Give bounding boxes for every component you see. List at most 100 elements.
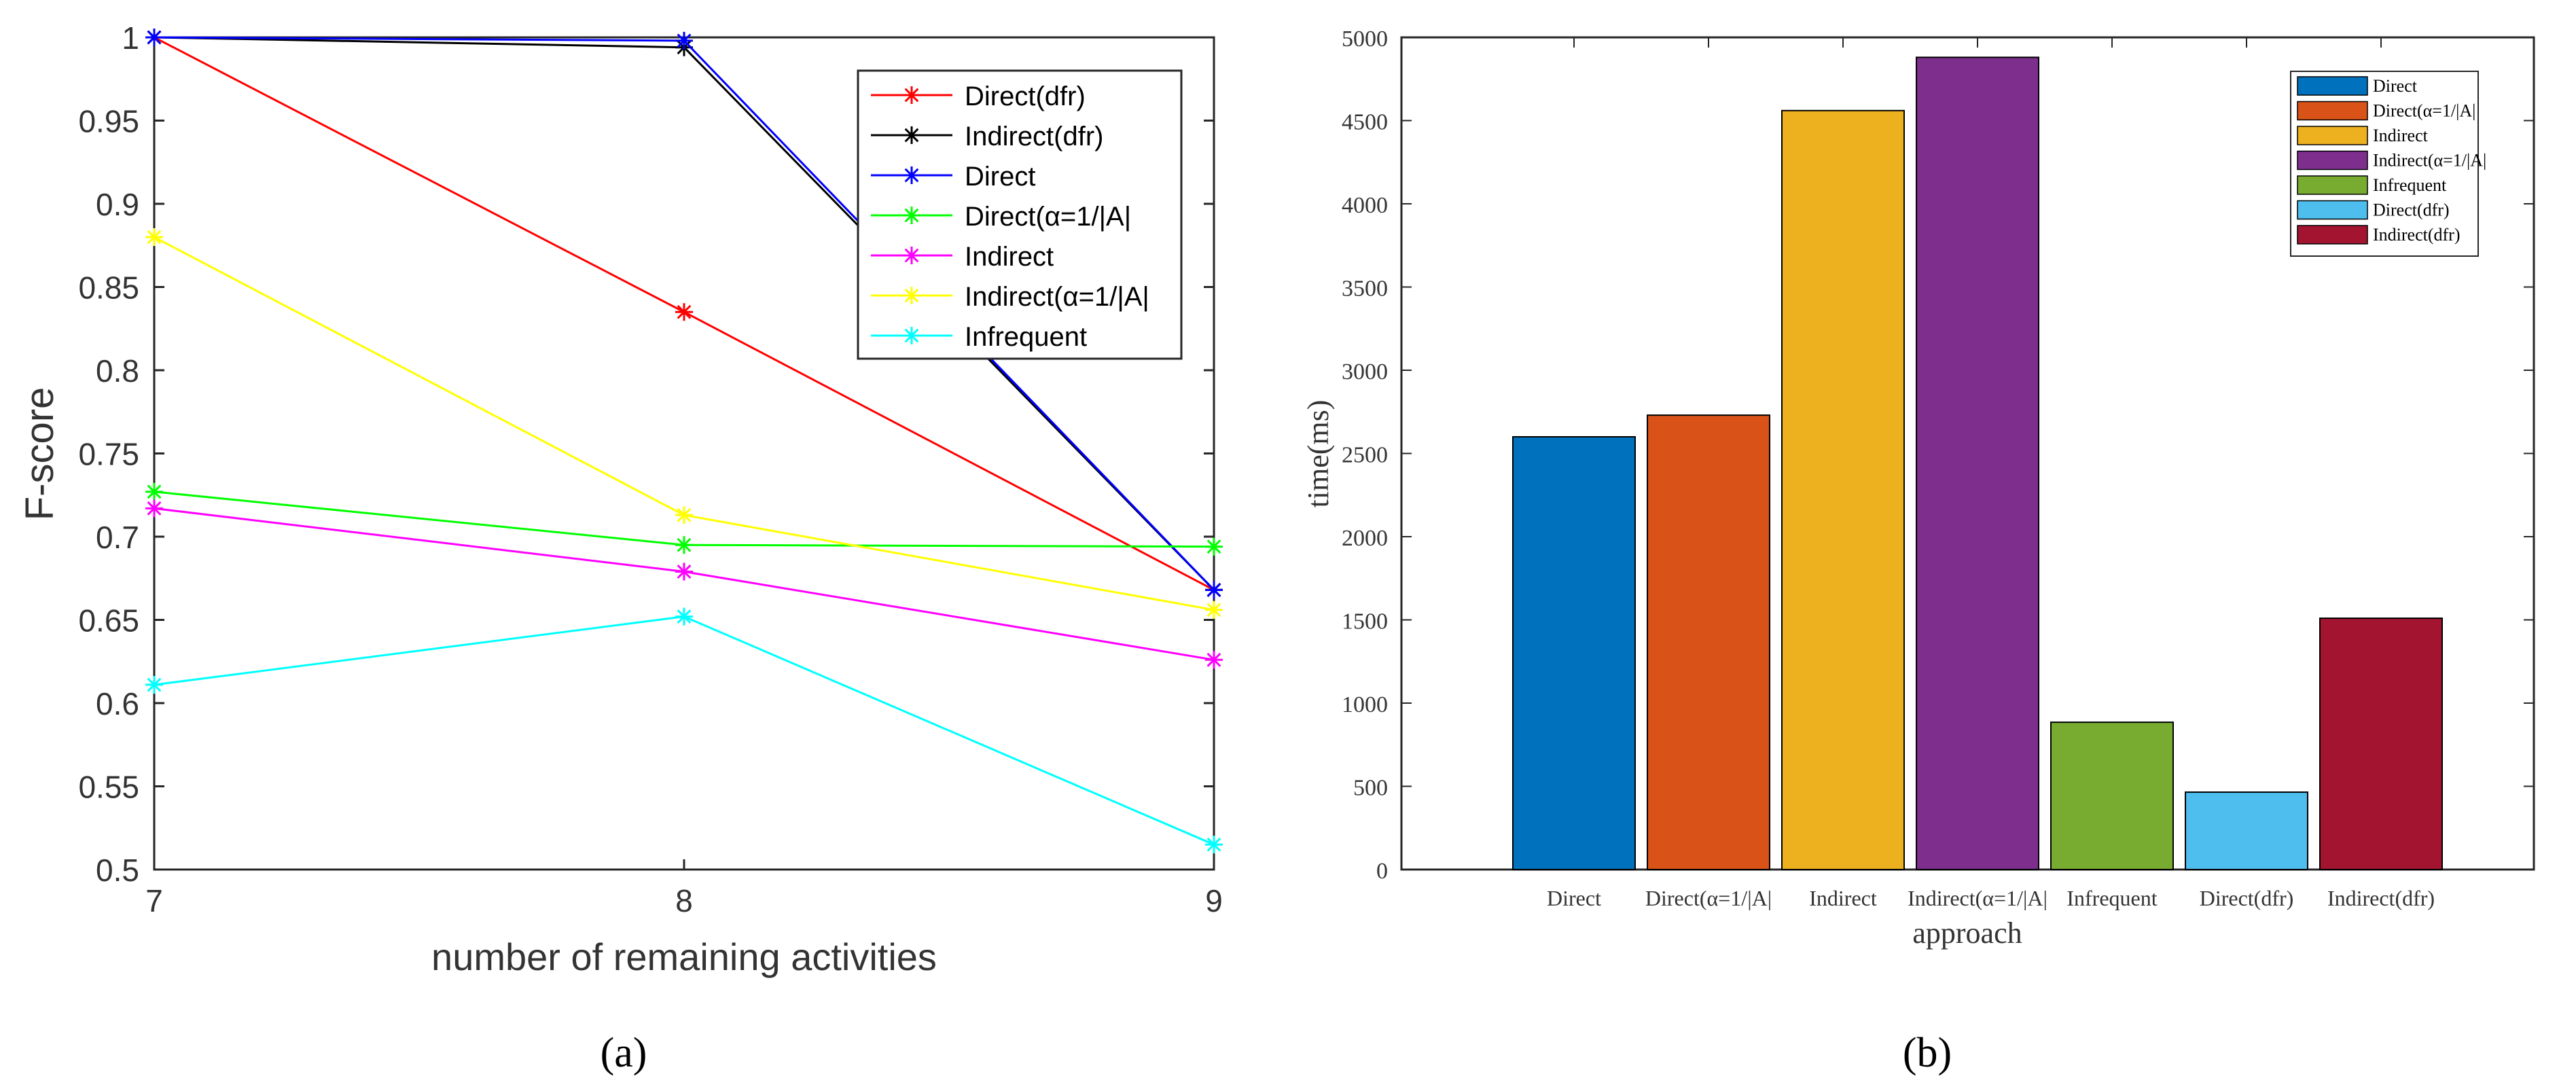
legend-marker (903, 86, 920, 104)
data-point (1205, 651, 1223, 669)
series-Direct(α=1/|A| (145, 482, 1223, 556)
legend-label: Direct (2373, 76, 2418, 96)
panel-b-bars (1512, 56, 2443, 871)
legend-entry: Direct(α=1/|A| (871, 202, 1131, 232)
x-tick-label: 7 (145, 883, 163, 918)
x-tick-label: Direct (1547, 886, 1601, 910)
y-tick-label: 1000 (1342, 692, 1388, 717)
x-tick-label: Indirect(dfr) (2327, 886, 2435, 910)
bar-Indirect (1781, 109, 1905, 870)
panel-a-y-tick-labels: 0.5 0.55 0.6 0.65 0.7 0.75 0.8 0.85 0.9 0.95 1 (78, 20, 139, 888)
data-point (145, 29, 163, 46)
panel-b-bar-chart: 0 500 1000 1500 2000 2500 3000 3500 4000 4500 5000… (1302, 26, 2535, 1076)
legend-entry: Direct (2297, 76, 2418, 96)
y-tick-label: 0.65 (78, 603, 139, 639)
legend-swatch (2297, 150, 2368, 171)
bar-Direct(dfr) (2185, 791, 2308, 870)
x-tick-label: 8 (675, 883, 693, 918)
x-tick-label: Indirect(α=1/|A| (1908, 886, 2047, 910)
legend-entry: Direct(α=1/|A| (2297, 101, 2475, 121)
data-point (675, 303, 693, 321)
data-point (145, 499, 163, 518)
panel-b-caption: (b) (1903, 1030, 1952, 1076)
bar-Indirect(dfr) (2319, 618, 2443, 870)
legend-label: Direct(dfr) (965, 82, 1086, 111)
legend-label: Indirect(α=1/|A| (2373, 151, 2486, 171)
y-tick-label: 0 (1376, 859, 1388, 884)
legend-marker (903, 247, 920, 264)
legend-label: Infrequent (2373, 175, 2447, 195)
x-tick-label: Infrequent (2067, 886, 2157, 910)
y-tick-label: 2000 (1342, 526, 1388, 551)
data-point (1205, 537, 1223, 556)
data-point (145, 482, 163, 501)
legend-label: Indirect (965, 242, 1054, 272)
bar-Direct (1512, 436, 1636, 870)
data-point (1205, 581, 1223, 599)
data-point (675, 506, 693, 524)
data-point (1205, 836, 1223, 854)
panel-a-y-axis-label: F-score (18, 387, 62, 521)
data-point (675, 536, 693, 554)
panel-b-x-tick-labels: Direct Direct(α=1/|A| Indirect Indirect(α=1… (1547, 886, 2435, 910)
legend-entry: Indirect (871, 242, 1054, 272)
legend-swatch (2297, 126, 2368, 145)
y-tick-label: 3500 (1342, 276, 1388, 302)
x-tick-label: Direct(α=1/|A| (1645, 886, 1772, 910)
x-tick-label: 9 (1205, 883, 1223, 918)
y-tick-label: 0.6 (96, 686, 139, 721)
y-tick-label: 0.55 (78, 770, 139, 805)
series-Indirect(α=1/|A| (145, 228, 1223, 619)
bar-Indirect(α=1/|A| (1916, 56, 2039, 870)
data-point (675, 31, 693, 50)
legend-label: Infrequent (965, 322, 1087, 352)
legend-marker (903, 327, 920, 344)
y-tick-label: 5000 (1342, 26, 1388, 52)
bar-Infrequent (2050, 721, 2174, 871)
legend-swatch (2297, 101, 2368, 121)
legend-entry: Indirect(dfr) (871, 122, 1104, 151)
panel-b-y-axis-label: time(ms) (1302, 400, 1335, 508)
y-tick-label: 0.85 (78, 270, 139, 306)
panel-a-x-tick-labels: 7 8 9 (145, 883, 1223, 918)
legend-label: Indirect (2373, 126, 2429, 145)
y-tick-label: 3000 (1342, 359, 1388, 384)
panel-b-x-axis-label: approach (1912, 916, 2022, 950)
y-tick-label: 0.95 (78, 104, 139, 139)
x-tick-label: Direct(dfr) (2200, 886, 2294, 910)
panel-a-legend: Direct(dfr) Indirect(dfr) Direct Direct(α=1… (857, 69, 1183, 360)
legend-entry: Direct(dfr) (2297, 200, 2450, 220)
legend-label: Indirect(dfr) (965, 122, 1104, 151)
y-tick-label: 1500 (1342, 609, 1388, 634)
panel-b-y-tick-labels: 0 500 1000 1500 2000 2500 3000 3500 4000 4500 5000 (1342, 26, 1388, 884)
y-tick-label: 4500 (1342, 110, 1388, 135)
series-Indirect (145, 499, 1223, 669)
x-tick-label: Indirect (1809, 886, 1877, 910)
legend-swatch (2297, 200, 2368, 220)
y-tick-label: 2500 (1342, 443, 1388, 468)
legend-entry: Indirect(α=1/|A| (871, 282, 1149, 312)
y-tick-label: 4000 (1342, 193, 1388, 218)
legend-label: Direct (965, 162, 1035, 192)
legend-entry: Direct(dfr) (871, 82, 1086, 111)
data-point (145, 228, 163, 246)
legend-label: Indirect(dfr) (2373, 225, 2460, 245)
legend-entry: Indirect(α=1/|A| (2297, 151, 2486, 171)
y-tick-label: 0.75 (78, 437, 139, 472)
series-Infrequent (145, 607, 1223, 854)
y-tick-label: 0.9 (96, 187, 139, 222)
legend-swatch (2297, 76, 2368, 96)
y-tick-label: 0.7 (96, 520, 139, 555)
data-point (145, 676, 163, 694)
legend-label: Direct(α=1/|A| (2373, 101, 2475, 121)
data-point (675, 562, 693, 581)
legend-marker (903, 207, 920, 224)
legend-marker (903, 166, 920, 184)
data-point (1205, 601, 1223, 619)
data-point (675, 607, 693, 626)
legend-marker (903, 287, 920, 304)
legend-swatch (2297, 225, 2368, 245)
y-tick-label: 0.5 (96, 853, 139, 888)
panel-a-series (145, 29, 1223, 854)
